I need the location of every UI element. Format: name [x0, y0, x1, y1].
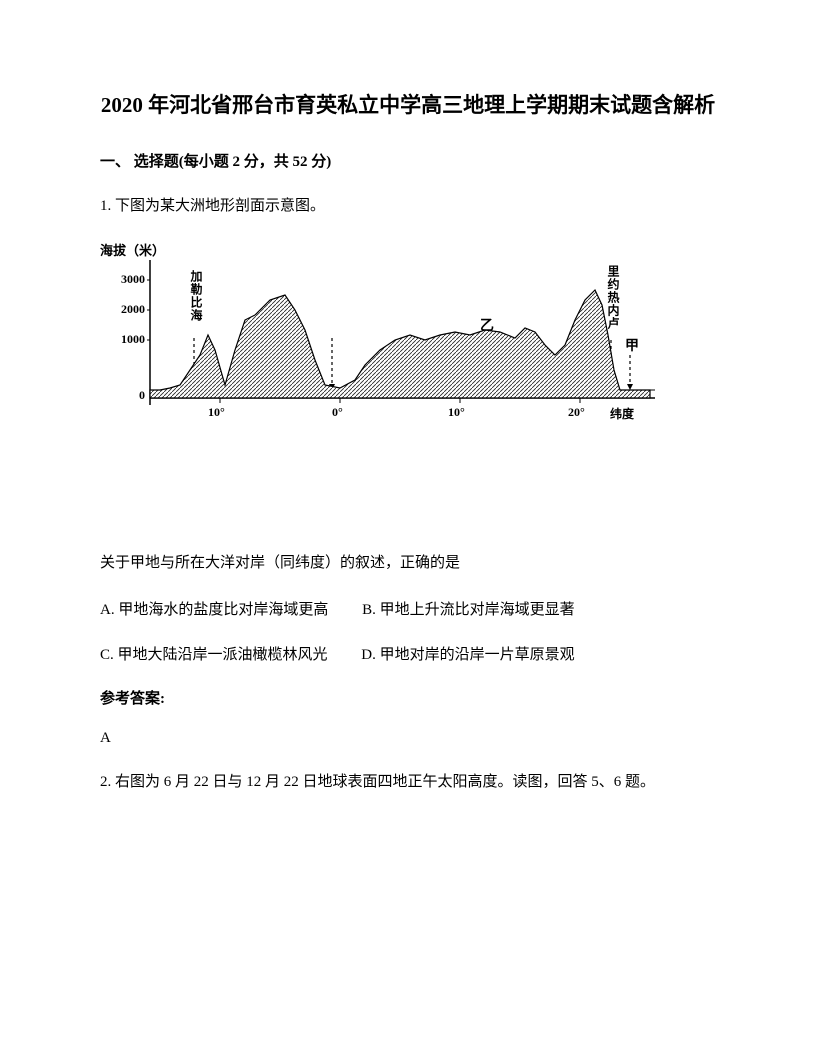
- answer-value: A: [100, 730, 716, 747]
- x-axis-unit: 纬度: [610, 405, 634, 422]
- x-tick: 10°: [208, 405, 225, 420]
- page-title: 2020 年河北省邢台市育英私立中学高三地理上学期期末试题含解析: [100, 90, 716, 122]
- option-b: B. 甲地上升流比对岸海域更显著: [362, 597, 575, 624]
- question-1-prompt: 关于甲地与所在大洋对岸（同纬度）的叙述，正确的是: [100, 550, 716, 577]
- option-c: C. 甲地大陆沿岸一派油橄榄林风光: [100, 642, 328, 669]
- terrain-path: [150, 290, 650, 398]
- terrain-profile-chart: 海拔（米） 3000 2000 1000 0 加勒比海 里约热内卢 乙 甲: [100, 240, 660, 440]
- x-tick: 0°: [332, 405, 343, 420]
- x-tick: 10°: [448, 405, 465, 420]
- options-row-2: C. 甲地大陆沿岸一派油橄榄林风光 D. 甲地对岸的沿岸一片草原景观: [100, 642, 716, 669]
- answer-header: 参考答案:: [100, 687, 716, 708]
- option-a: A. 甲地海水的盐度比对岸海域更高: [100, 597, 328, 624]
- option-d: D. 甲地对岸的沿岸一片草原景观: [361, 642, 574, 669]
- x-tick: 20°: [568, 405, 585, 420]
- section-header: 一、 选择题(每小题 2 分，共 52 分): [100, 150, 716, 171]
- question-2-stem: 2. 右图为 6 月 22 日与 12 月 22 日地球表面四地正午太阳高度。读…: [100, 769, 716, 796]
- question-1-stem: 1. 下图为某大洲地形剖面示意图。: [100, 193, 716, 220]
- options-row-1: A. 甲地海水的盐度比对岸海域更高 B. 甲地上升流比对岸海域更显著: [100, 597, 716, 624]
